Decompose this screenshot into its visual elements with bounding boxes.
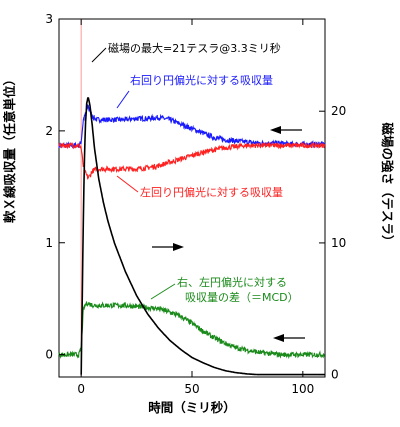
series-line-2	[58, 301, 326, 360]
mcd-label-line1: 右、左円偏光に対する	[177, 275, 287, 289]
peak-annotation: 磁場の最大=21テスラ@3.3ミリ秒	[108, 41, 281, 55]
x-tick-label: 100	[291, 382, 314, 396]
series-group	[58, 97, 326, 376]
series-line-3	[80, 97, 325, 376]
right-circular-label: 右回り円偏光に対する吸収量	[130, 73, 273, 87]
ticks-group: 0 50 100 0 1 2 3 0 10 20	[45, 12, 346, 396]
peak-leader-line	[91, 47, 107, 63]
left-circular-label: 左回り円偏光に対する吸収量	[140, 185, 283, 199]
x-axis-title: 時間（ミリ秒）	[148, 400, 236, 415]
right-circular-leader	[116, 90, 130, 109]
y-left-tick-label: 3	[45, 12, 53, 26]
x-tick-label: 50	[184, 382, 199, 396]
y-left-tick-label: 1	[45, 236, 53, 250]
y-left-tick-label: 0	[45, 348, 53, 362]
y-right-tick-label: 20	[331, 104, 346, 118]
y-left-tick-label: 2	[45, 124, 53, 138]
y-axis-left-title: 軟Ｘ線吸収量（任意単位）	[2, 73, 17, 223]
left-circular-leader	[116, 175, 139, 193]
x-tick-label: 0	[77, 382, 85, 396]
y-right-tick-label: 10	[331, 236, 346, 250]
y-axis-right-title: 磁場の強さ（テスラ）	[380, 121, 395, 247]
arrow-left-icon	[270, 126, 302, 134]
mcd-leader-line	[150, 283, 176, 300]
series-line-0	[58, 104, 326, 149]
mcd-label-line2: 吸収量の差（＝MCD）	[185, 290, 299, 304]
y-right-tick-label: 0	[331, 368, 339, 382]
arrow-right-icon	[152, 243, 184, 251]
arrow-left-icon	[273, 334, 305, 342]
series-line-1	[58, 141, 326, 180]
